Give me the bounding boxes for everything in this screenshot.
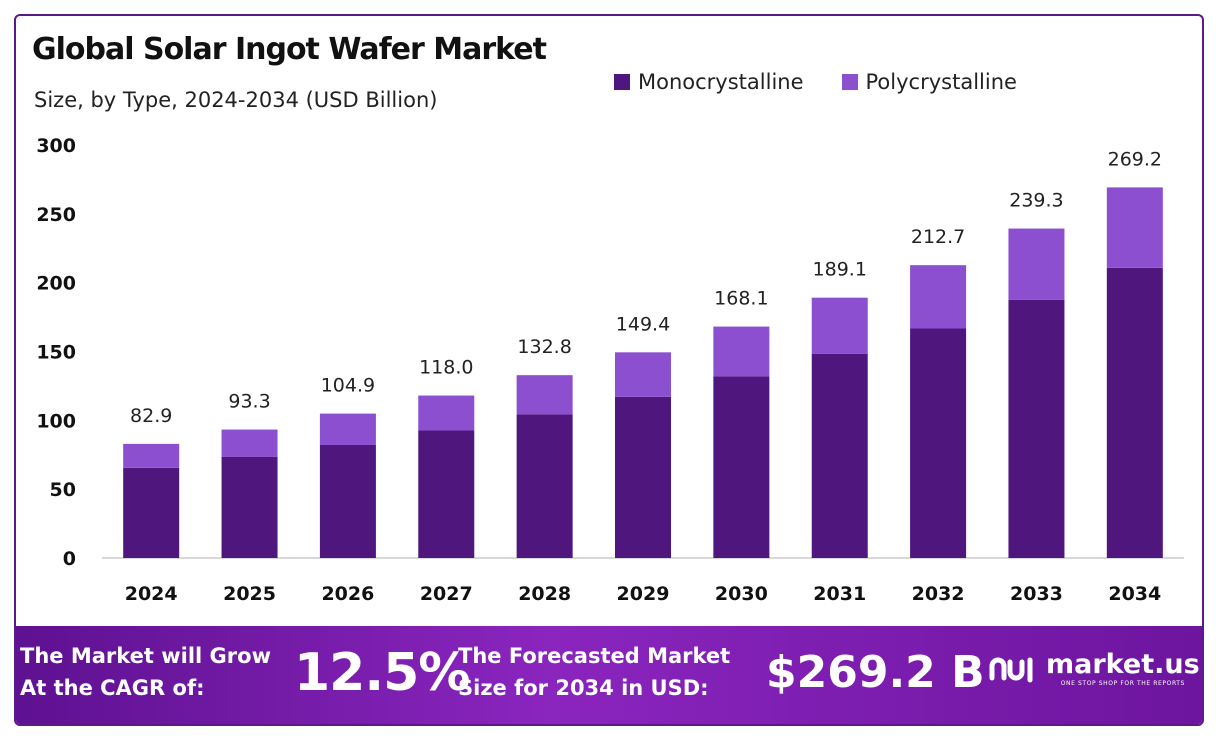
footer-banner: The Market will Grow At the CAGR of: 12.… xyxy=(16,626,1202,724)
x-tick-label: 2032 xyxy=(912,583,965,605)
chart-legend: Monocrystalline Polycrystalline xyxy=(614,70,1017,94)
legend-item-monocrystalline: Monocrystalline xyxy=(614,70,804,94)
chart-title: Global Solar Ingot Wafer Market xyxy=(32,32,547,67)
y-tick-label: 50 xyxy=(50,479,76,501)
bar-polycrystalline xyxy=(516,375,573,415)
bar-polycrystalline xyxy=(319,413,376,445)
bar-monocrystalline xyxy=(221,456,278,558)
data-label-total: 212.7 xyxy=(911,226,965,248)
x-tick-label: 2026 xyxy=(321,583,374,605)
data-label-total: 132.8 xyxy=(517,336,571,358)
bar-polycrystalline xyxy=(713,326,770,377)
bar-monocrystalline xyxy=(123,467,180,558)
legend-swatch-monocrystalline xyxy=(614,74,630,90)
bar-monocrystalline xyxy=(319,444,376,558)
bar-polycrystalline xyxy=(221,429,278,457)
x-tick-label: 2034 xyxy=(1108,583,1161,605)
x-tick-label: 2029 xyxy=(617,583,670,605)
x-tick-label: 2030 xyxy=(715,583,768,605)
cagr-caption: The Market will Grow At the CAGR of: xyxy=(20,640,295,704)
chart-frame: Global Solar Ingot Wafer Market Size, by… xyxy=(14,14,1204,726)
forecast-caption-line1: The Forecasted Market xyxy=(458,644,731,668)
bar-monocrystalline xyxy=(516,414,573,558)
cagr-caption-line2: At the CAGR of: xyxy=(20,676,205,700)
y-tick-label: 300 xyxy=(36,135,76,157)
data-label-total: 104.9 xyxy=(321,375,375,397)
y-tick-label: 200 xyxy=(36,273,76,295)
bar-monocrystalline xyxy=(615,396,671,558)
brand-tagline: ONE STOP SHOP FOR THE REPORTS xyxy=(1060,680,1185,687)
data-label-total: 149.4 xyxy=(616,313,670,335)
bar-polycrystalline xyxy=(811,297,868,354)
data-label-total: 189.1 xyxy=(813,259,867,281)
data-label-total: 82.9 xyxy=(130,405,172,427)
y-tick-label: 150 xyxy=(36,342,76,364)
data-label-total: 168.1 xyxy=(714,288,768,310)
bar-monocrystalline xyxy=(910,328,967,558)
cagr-value: 12.5% xyxy=(294,643,470,703)
cagr-caption-line1: The Market will Grow xyxy=(20,644,271,668)
bar-monocrystalline xyxy=(713,376,770,558)
forecast-caption-line2: Size for 2034 in USD: xyxy=(458,676,709,700)
brand-name: market.us xyxy=(1046,649,1200,680)
y-tick-label: 250 xyxy=(36,204,76,226)
x-tick-label: 2031 xyxy=(813,583,866,605)
y-tick-label: 0 xyxy=(63,548,76,570)
bar-polycrystalline xyxy=(615,352,671,397)
forecast-caption: The Forecasted Market Size for 2034 in U… xyxy=(458,640,758,704)
x-tick-label: 2033 xyxy=(1010,583,1063,605)
forecast-value: $269.2 B xyxy=(766,647,985,698)
x-tick-label: 2025 xyxy=(223,583,276,605)
x-tick-label: 2027 xyxy=(420,583,473,605)
legend-label-polycrystalline: Polycrystalline xyxy=(865,70,1017,94)
bar-monocrystalline xyxy=(1106,267,1163,558)
y-tick-label: 100 xyxy=(36,410,76,432)
bar-polycrystalline xyxy=(1106,187,1163,268)
bar-polycrystalline xyxy=(123,443,180,468)
bar-polycrystalline xyxy=(910,265,967,329)
brand-logo: market.us ONE STOP SHOP FOR THE REPORTS xyxy=(988,650,1200,687)
data-label-total: 93.3 xyxy=(228,391,270,413)
data-label-total: 269.2 xyxy=(1108,148,1162,170)
x-tick-label: 2024 xyxy=(125,583,178,605)
chart-subtitle: Size, by Type, 2024-2034 (USD Billion) xyxy=(34,88,438,112)
bar-polycrystalline xyxy=(1008,228,1065,300)
data-label-total: 118.0 xyxy=(419,357,473,379)
bar-polycrystalline xyxy=(418,395,475,431)
bar-monocrystalline xyxy=(811,353,868,558)
data-label-total: 239.3 xyxy=(1009,190,1063,212)
market-us-logo-icon xyxy=(989,657,1033,682)
x-tick-label: 2028 xyxy=(518,583,571,605)
bar-chart: 0 50 100 150 200 250 300 82.9 2024 93.3 2025 104.9 2… xyxy=(36,135,1184,605)
bar-monocrystalline xyxy=(418,430,475,558)
legend-label-monocrystalline: Monocrystalline xyxy=(638,70,804,94)
legend-item-polycrystalline: Polycrystalline xyxy=(841,70,1017,94)
legend-swatch-polycrystalline xyxy=(841,74,858,90)
bar-monocrystalline xyxy=(1008,299,1065,558)
